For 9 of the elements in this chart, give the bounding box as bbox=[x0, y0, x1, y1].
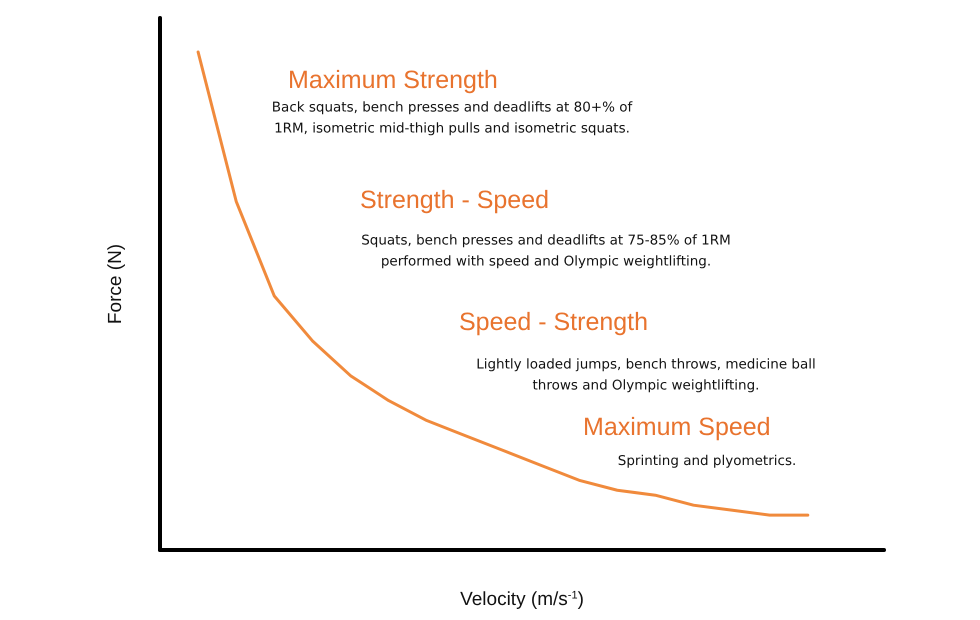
annotation: Lightly loaded jumps, bench throws, medicine ball throws and Olympic weightlifting. bbox=[476, 356, 816, 394]
annotation: Maximum Strength bbox=[288, 66, 498, 94]
annotation: Sprinting and plyometrics. bbox=[618, 453, 796, 469]
annotation: Back squats, bench presses and deadlifts at 80+% of 1RM, isometric mid-thigh pulls and isometric squats. bbox=[272, 100, 634, 136]
y-axis-title: Force (N) bbox=[105, 244, 126, 324]
annotation: Strength - Speed bbox=[360, 186, 550, 214]
annotation: Maximum Speed bbox=[583, 413, 771, 441]
annotation: Squats, bench presses and deadlifts at 75-85% of 1RM performed with speed and Olympic weightlifting. bbox=[361, 232, 731, 270]
annotation: Speed - Strength bbox=[459, 308, 648, 336]
